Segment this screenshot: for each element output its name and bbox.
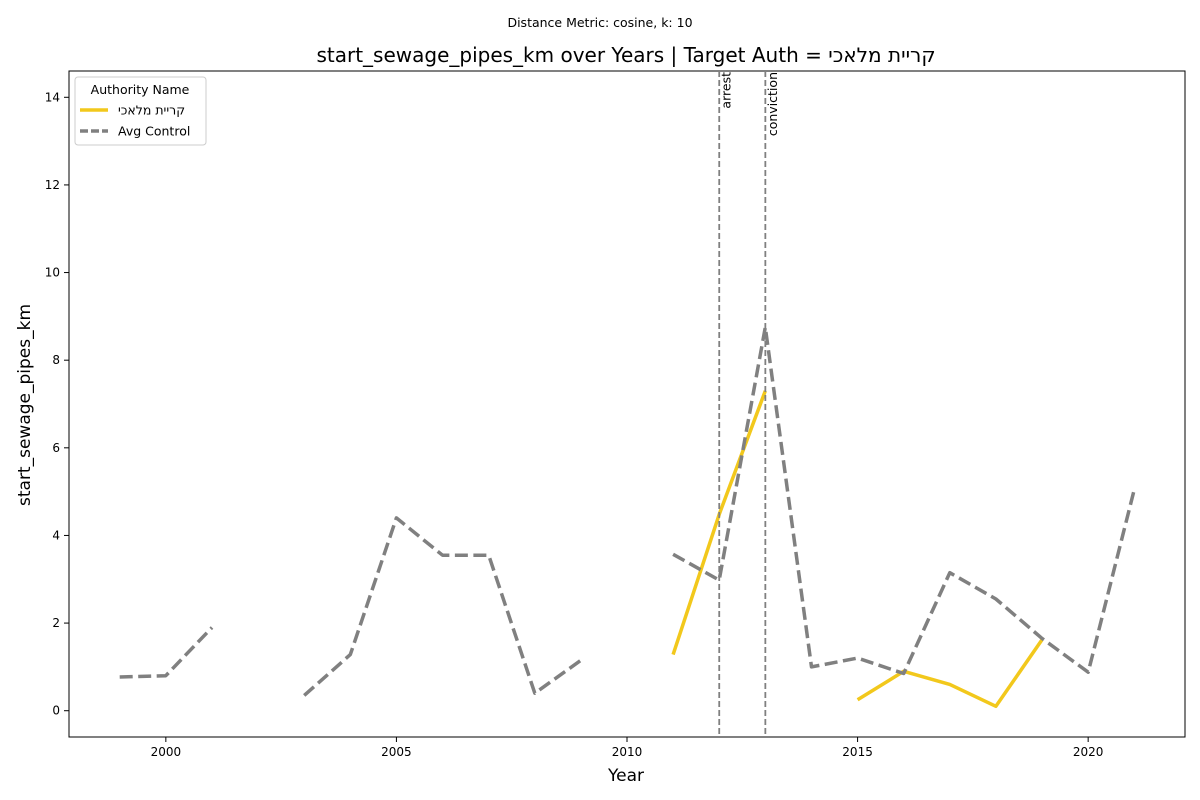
- x-tick-label: 2000: [151, 745, 182, 759]
- y-tick-label: 8: [52, 353, 60, 367]
- series-line-avg-control: [303, 516, 582, 697]
- x-tick-label: 2015: [842, 745, 873, 759]
- y-axis-label: start_sewage_pipes_km: [15, 304, 35, 506]
- series-line-avg-control: [672, 325, 1136, 676]
- x-axis-label: Year: [607, 766, 644, 786]
- y-tick-label: 2: [52, 616, 60, 630]
- plot-area: 2000 2005 2010 2015 2020 0 2 4 6 8 10 12 14 arrest con…: [45, 70, 1186, 759]
- x-tick-label: 2020: [1073, 745, 1104, 759]
- y-tick-label: 0: [52, 704, 60, 718]
- x-tick-label: 2005: [381, 745, 412, 759]
- series-line-avg-control: [119, 626, 214, 679]
- chart-title: start_sewage_pipes_km over Years | Targe…: [316, 43, 935, 67]
- legend-entry-target: קריית מלאכי: [118, 103, 185, 118]
- legend: Authority Name קריית מלאכי Avg Control: [74, 76, 207, 146]
- legend-title: Authority Name: [91, 82, 190, 97]
- event-label-conviction: conviction: [765, 72, 780, 136]
- legend-entry-avg-control: Avg Control: [118, 124, 190, 139]
- figure-suptitle: Distance Metric: cosine, k: 10: [507, 15, 692, 30]
- event-label-arrest: arrest: [719, 72, 734, 109]
- x-tick-label: 2010: [612, 745, 643, 759]
- y-tick-label: 10: [45, 266, 60, 280]
- y-tick-label: 12: [45, 178, 60, 192]
- series-line-target: [856, 638, 1044, 709]
- y-tick-label: 6: [52, 441, 60, 455]
- y-tick-label: 14: [45, 90, 60, 104]
- y-tick-label: 4: [52, 528, 60, 542]
- legend-box: [74, 76, 207, 146]
